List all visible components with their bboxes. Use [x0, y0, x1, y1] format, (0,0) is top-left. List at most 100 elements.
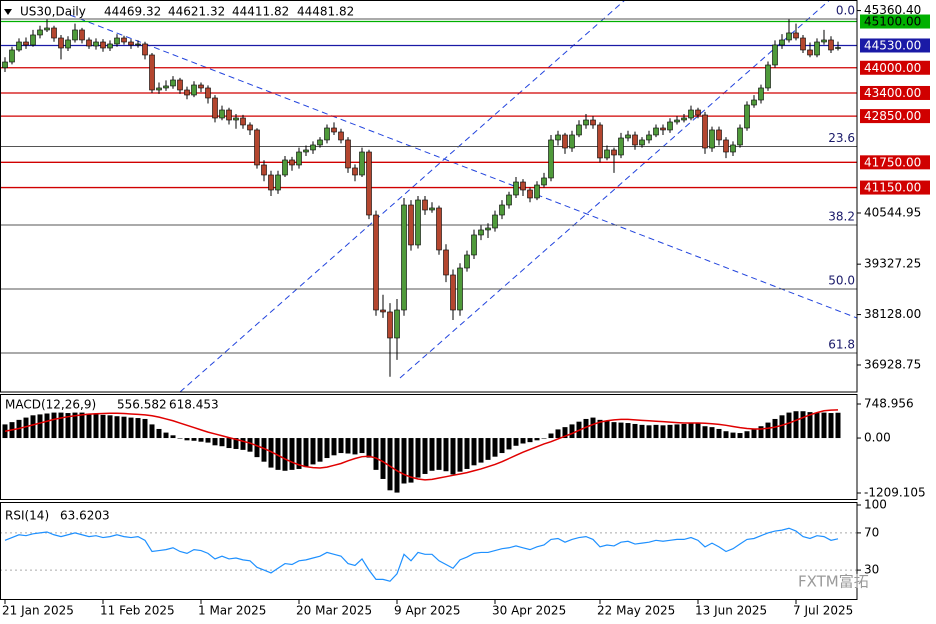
trend-lines: [69, 0, 857, 392]
price-plot: [0, 18, 857, 377]
candle-body: [240, 117, 246, 126]
candle-body: [163, 85, 169, 89]
candle-body: [541, 177, 547, 186]
candle-body: [618, 137, 624, 156]
candle-body: [72, 29, 78, 41]
macd-bar: [331, 438, 337, 456]
macd-bar: [219, 438, 225, 447]
candle-body: [198, 84, 204, 89]
macd-bar: [310, 438, 316, 465]
candle-body: [653, 127, 659, 136]
candle-body: [632, 134, 638, 146]
macd-bar: [786, 412, 792, 439]
candle-body: [93, 41, 99, 47]
macd-bar: [58, 412, 64, 439]
macd-bar: [275, 438, 281, 470]
candle-body: [793, 32, 799, 39]
candle-body: [450, 274, 456, 311]
candle-body: [471, 234, 477, 256]
macd-bar: [163, 432, 169, 439]
macd-bar: [429, 438, 435, 471]
candle-body: [667, 121, 673, 131]
macd-bar: [107, 415, 113, 439]
candle-body: [338, 131, 344, 141]
macd-bar: [793, 411, 799, 439]
candle-body: [611, 149, 617, 156]
macd-bar: [590, 417, 596, 439]
x-tick-label: 1 Mar 2025: [198, 604, 266, 618]
candle-body: [737, 127, 743, 146]
macd-bar: [387, 438, 393, 491]
candle-body: [219, 109, 225, 119]
macd-bar: [828, 413, 834, 439]
panel-frame: [0, 0, 858, 393]
candle-body: [786, 32, 792, 41]
macd-bar: [30, 415, 36, 439]
candle-body: [751, 99, 757, 106]
candle-body: [422, 199, 428, 211]
candle-body: [709, 129, 715, 149]
signal-line: [4, 409, 839, 481]
macd-bar: [72, 412, 78, 439]
candle-body: [828, 39, 834, 51]
macd-bar: [37, 414, 43, 439]
candle-body: [779, 39, 785, 46]
candle-body: [415, 199, 421, 246]
candle-body: [548, 139, 554, 179]
macd-bar: [240, 438, 246, 450]
candle-body: [730, 144, 736, 153]
macd-value: 556.582: [117, 398, 167, 412]
macd-bar: [282, 438, 288, 471]
price-panel: 0.0 23.6 38.2 50.0 61.8 45360.40 40544.95 39327…: [0, 3, 930, 377]
macd-bar: [268, 438, 274, 468]
x-tick-label: 22 May 2025: [597, 604, 675, 618]
macd-bar: [65, 413, 71, 439]
candle-body: [492, 214, 498, 229]
level-tag-label: 44530.00: [864, 38, 921, 52]
macd-bar: [23, 417, 29, 439]
macd-bar: [177, 438, 183, 439]
candle-body: [807, 49, 813, 56]
level-tag-label: 44000.00: [864, 61, 921, 75]
macd-bar: [702, 426, 708, 439]
macd-bar: [184, 438, 190, 441]
macd-bar: [345, 438, 351, 454]
macd-bar: [667, 424, 673, 439]
macd-bar: [226, 438, 232, 449]
candle-body: [282, 159, 288, 176]
macd-bar: [835, 412, 841, 439]
macd-bar: [233, 438, 239, 449]
x-tick-label: 7 Jul 2025: [793, 604, 853, 618]
candle-body: [149, 54, 155, 91]
candle-body: [86, 39, 92, 47]
macd-bar: [100, 414, 106, 439]
macd-bar: [604, 420, 610, 439]
macd-bar: [765, 422, 771, 439]
candle-body: [597, 124, 603, 159]
macd-bar: [254, 438, 260, 458]
y-tick-label: 70: [864, 525, 879, 539]
trend-line: [69, 14, 857, 319]
candle-body: [191, 84, 197, 96]
frames: [0, 0, 858, 600]
candle-body: [275, 174, 281, 191]
fib-label: 50.0: [828, 273, 855, 287]
level-tag-label: 42850.00: [864, 109, 921, 123]
macd-bar: [338, 438, 344, 454]
candle-body: [359, 151, 365, 176]
level-tag: [860, 14, 930, 29]
candle-body: [499, 204, 505, 216]
candle-body: [660, 127, 666, 131]
macd-bar: [653, 424, 659, 439]
candle-body: [555, 134, 561, 141]
macd-bar: [527, 438, 533, 443]
candle-body: [401, 204, 407, 311]
macd-bar: [401, 438, 407, 484]
macd-bar: [366, 438, 372, 458]
x-tick-label: 11 Feb 2025: [100, 604, 175, 618]
rsi-title: RSI(14): [5, 509, 49, 523]
macd-panel: 748.956 0.00 -1209.105: [2, 397, 926, 500]
macd-bar: [555, 429, 561, 439]
x-tick-label: 20 Mar 2025: [296, 604, 372, 618]
